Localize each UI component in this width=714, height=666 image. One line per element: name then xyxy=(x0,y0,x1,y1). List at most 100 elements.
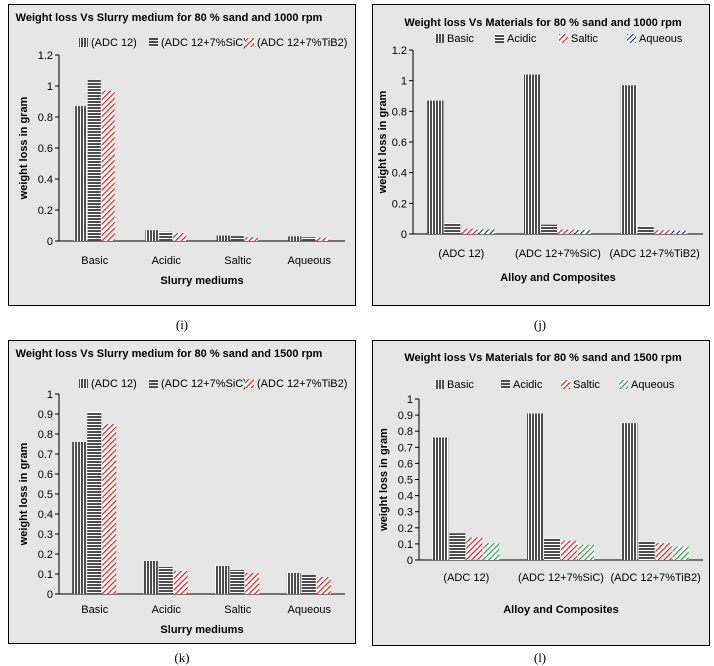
x-axis-label: Slurry mediums xyxy=(160,275,243,287)
legend-swatch xyxy=(149,379,158,388)
y-tick-label: 1.2 xyxy=(38,50,53,62)
legend-swatch xyxy=(561,380,570,389)
caption-i: (i) xyxy=(175,317,189,332)
bar--adc-12--aqueous xyxy=(286,573,301,594)
x-category-label: Aqueous xyxy=(288,604,332,616)
y-axis-label: weight loss in gram xyxy=(18,96,30,200)
bar--adc-12-7-tib2--saltic xyxy=(245,573,260,594)
bar-saltic--adc-12-7-sic- xyxy=(558,229,574,234)
y-tick-label: 0.2 xyxy=(38,549,53,561)
bar--adc-12-7-tib2--basic xyxy=(102,424,117,594)
legend-swatch xyxy=(79,38,88,47)
bar--adc-12-7-sic--aqueous xyxy=(301,575,316,594)
chart-j-svg: Weight loss Vs Materials for 80 % sand a… xyxy=(377,17,703,284)
bar-saltic--adc-12-7-tib2- xyxy=(655,543,672,560)
y-tick-label: 0.1 xyxy=(398,539,413,551)
legend-swatch xyxy=(619,380,628,389)
chart-title: Weight loss Vs Materials for 80 % sand a… xyxy=(404,352,682,364)
legend-swatch xyxy=(627,34,636,43)
legend-label: (ADC 12+7%TiB2) xyxy=(257,378,347,390)
chart-panel-j: Weight loss Vs Materials for 80 % sand a… xyxy=(372,4,710,306)
y-tick-label: 0.4 xyxy=(398,491,413,503)
y-tick-label: 0.9 xyxy=(38,409,53,421)
y-axis-label: weight loss in gram xyxy=(378,428,390,532)
y-tick-label: 0.6 xyxy=(38,143,53,155)
x-axis-label: Alloy and Composites xyxy=(503,604,619,616)
bar-aqueous--adc-12-7-tib2- xyxy=(672,546,689,560)
bar--adc-12-7-tib2--basic xyxy=(101,90,115,242)
bar--adc-12-7-sic--basic xyxy=(87,412,102,594)
legend-swatch xyxy=(149,38,158,47)
x-axis-label: Slurry mediums xyxy=(160,624,243,636)
y-tick-label: 0.2 xyxy=(392,198,407,210)
legend-swatch xyxy=(495,34,504,43)
bar-basic--adc-12- xyxy=(427,100,444,234)
y-tick-label: 0.5 xyxy=(398,475,413,487)
x-axis-label: Alloy and Composites xyxy=(500,272,616,284)
bar--adc-12-7-tib2--saltic xyxy=(244,237,258,241)
chart-panel-l: Weight loss Vs Materials for 80 % sand a… xyxy=(372,340,710,646)
y-tick-label: 1 xyxy=(47,81,53,93)
y-tick-label: 1 xyxy=(401,76,407,88)
x-category-label: Acidic xyxy=(152,604,182,616)
y-tick-label: 0.8 xyxy=(392,106,407,118)
legend-label: Acidic xyxy=(513,379,543,391)
x-category-label: (ADC 12) xyxy=(443,572,489,584)
y-tick-label: 0.1 xyxy=(38,569,53,581)
y-tick-label: 0.6 xyxy=(392,137,407,149)
x-category-label: Saltic xyxy=(224,604,251,616)
y-tick-label: 0 xyxy=(47,236,53,248)
bar-aqueous--adc-12-7-sic- xyxy=(575,230,591,234)
y-tick-label: 0.8 xyxy=(38,112,53,124)
bar--adc-12-7-tib2--acidic xyxy=(173,233,187,241)
y-tick-label: 0.6 xyxy=(38,469,53,481)
x-category-label: (ADC 12+7%TiB2) xyxy=(609,248,699,260)
y-tick-label: 0 xyxy=(401,229,407,241)
y-tick-label: 0.8 xyxy=(398,426,413,438)
y-tick-label: 0.2 xyxy=(398,523,413,535)
x-category-label: Saltic xyxy=(224,255,251,267)
y-tick-label: 0 xyxy=(407,555,413,567)
y-tick-label: 0 xyxy=(47,589,53,601)
bar-acidic--adc-12-7-tib2- xyxy=(638,541,655,560)
bar-basic--adc-12-7-sic- xyxy=(524,74,540,235)
chart-title: Weight loss Vs Slurry medium for 80 % sa… xyxy=(16,348,323,360)
bar-saltic--adc-12-7-sic- xyxy=(561,540,577,560)
x-category-label: (ADC 12+7%TiB2) xyxy=(610,572,700,584)
y-tick-label: 0.4 xyxy=(392,168,407,180)
legend-swatch xyxy=(501,380,510,389)
bar--adc-12-7-tib2--acidic xyxy=(173,571,188,594)
caption-k: (k) xyxy=(174,650,190,665)
chart-title: Weight loss Vs Slurry medium for 80 % sa… xyxy=(16,12,323,24)
bar--adc-12--saltic xyxy=(216,235,230,241)
x-category-label: Aqueous xyxy=(288,255,332,267)
y-tick-label: 0.4 xyxy=(38,509,53,521)
legend-label: Saltic xyxy=(571,33,598,45)
bar-acidic--adc-12- xyxy=(444,223,461,234)
x-category-label: (ADC 12+7%SiC) xyxy=(518,572,604,584)
bar-basic--adc-12-7-sic- xyxy=(527,413,543,560)
chart-panel-i: Weight loss Vs Slurry medium for 80 % sa… xyxy=(8,4,356,306)
chart-panel-k: Weight loss Vs Slurry medium for 80 % sa… xyxy=(8,340,356,644)
x-category-label: Acidic xyxy=(152,255,182,267)
y-tick-label: 0.5 xyxy=(38,489,53,501)
y-tick-label: 0.6 xyxy=(398,458,413,470)
legend-label: (ADC 12) xyxy=(91,378,137,390)
caption-l: (l) xyxy=(533,650,547,665)
y-tick-label: 0.8 xyxy=(38,429,53,441)
bar-aqueous--adc-12-7-tib2- xyxy=(671,230,688,234)
legend-label: (ADC 12+7%SiC) xyxy=(161,37,247,49)
bar-acidic--adc-12- xyxy=(449,533,466,560)
y-tick-label: 1 xyxy=(47,389,53,401)
y-tick-label: 0.7 xyxy=(38,449,53,461)
bar--adc-12-7-sic--acidic xyxy=(159,231,173,241)
legend-label: Aqueous xyxy=(631,379,675,391)
y-axis-label: weight loss in gram xyxy=(377,90,389,194)
legend-swatch xyxy=(435,380,444,389)
legend-label: (ADC 12+7%SiC) xyxy=(161,378,247,390)
y-tick-label: 0.3 xyxy=(398,507,413,519)
bar-saltic--adc-12- xyxy=(461,228,478,234)
legend-label: Acidic xyxy=(507,33,537,45)
bar-aqueous--adc-12-7-sic- xyxy=(578,544,594,560)
bar--adc-12-7-sic--aqueous xyxy=(302,237,316,241)
